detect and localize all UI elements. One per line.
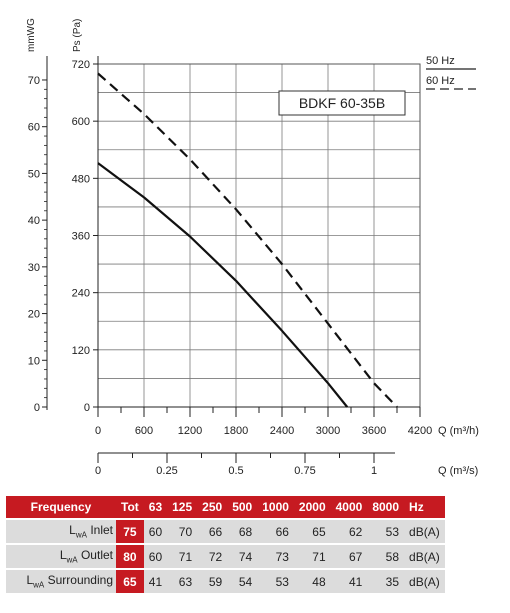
unit-label: dB(A) xyxy=(404,568,445,593)
x-tick-label: 1200 xyxy=(178,425,202,437)
band-header: 63 xyxy=(143,496,168,519)
band-header: 1000 xyxy=(257,496,294,519)
chart-axes xyxy=(42,56,421,463)
sound-table-row: LwA Inlet 75 60 70 66 68 66 65 62 53 dB(A) xyxy=(6,518,445,544)
pa-tick-label: 240 xyxy=(72,288,90,300)
legend-label: 60 Hz xyxy=(426,75,455,87)
sound-table-row: LwA Outlet 80 60 71 72 74 73 71 67 58 dB(A) xyxy=(6,543,445,569)
band-header: 4000 xyxy=(330,496,368,519)
band-value: 60 xyxy=(143,543,168,569)
band-value: 70 xyxy=(167,518,198,544)
mmwg-tick-label: 70 xyxy=(28,75,40,87)
pa-tick-label: 720 xyxy=(72,59,90,71)
band-value: 72 xyxy=(197,543,228,569)
pa-tick-label: 480 xyxy=(72,173,90,185)
row-label: LwA Surrounding xyxy=(6,568,116,593)
band-value: 73 xyxy=(257,543,294,569)
x-tick-label: 3000 xyxy=(316,425,340,437)
band-header: 125 xyxy=(167,496,198,519)
x2-tick-label: 0.75 xyxy=(294,465,315,477)
x-tick-label: 0 xyxy=(95,425,101,437)
chart-grid xyxy=(97,63,421,408)
band-value: 74 xyxy=(227,543,258,569)
mmwg-tick-label: 40 xyxy=(28,215,40,227)
x2-tick-label: 0 xyxy=(95,465,101,477)
mmwg-tick-label: 20 xyxy=(28,309,40,321)
mmwg-tick-label: 60 xyxy=(28,122,40,134)
pa-axis-title: Ps (Pa) xyxy=(72,19,83,52)
x-tick-label: 1800 xyxy=(224,425,248,437)
band-value: 60 xyxy=(143,518,168,544)
band-value: 65 xyxy=(293,518,331,544)
band-value: 48 xyxy=(293,568,331,593)
band-header: Hz xyxy=(404,496,445,519)
row-label: LwA Inlet xyxy=(6,518,116,544)
x-tick-label: 600 xyxy=(135,425,153,437)
band-value: 68 xyxy=(227,518,258,544)
row-label: LwA Outlet xyxy=(6,543,116,569)
band-value: 53 xyxy=(367,518,405,544)
x-tick-label: 4200 xyxy=(408,425,432,437)
band-value: 66 xyxy=(257,518,294,544)
unit-label: dB(A) xyxy=(404,543,445,569)
model-label-box xyxy=(278,90,406,116)
x-axis-title-primary: Q (m³/h) xyxy=(438,425,479,437)
band-value: 41 xyxy=(143,568,168,593)
pa-tick-label: 600 xyxy=(72,116,90,128)
mmwg-tick-label: 30 xyxy=(28,262,40,274)
band-value: 67 xyxy=(330,543,368,569)
x-tick-label: 2400 xyxy=(270,425,294,437)
x-axis-title-secondary: Q (m³/s) xyxy=(438,465,478,477)
tot-value: 65 xyxy=(116,568,144,593)
sound-table: Frequency Tot 63 125 250 500 1000 2000 4000 8000 H… xyxy=(6,496,445,593)
band-value: 41 xyxy=(330,568,368,593)
x2-tick-label: 0.5 xyxy=(228,465,243,477)
band-value: 62 xyxy=(330,518,368,544)
band-value: 53 xyxy=(257,568,294,593)
band-value: 58 xyxy=(367,543,405,569)
mmwg-tick-label: 10 xyxy=(28,355,40,367)
band-value: 35 xyxy=(367,568,405,593)
x-tick-label: 3600 xyxy=(362,425,386,437)
legend-label: 50 Hz xyxy=(426,55,455,67)
band-value: 71 xyxy=(293,543,331,569)
band-value: 66 xyxy=(197,518,228,544)
x2-tick-label: 1 xyxy=(371,465,377,477)
series-line-60-hz xyxy=(97,72,398,408)
x2-tick-label: 0.25 xyxy=(156,465,177,477)
band-value: 63 xyxy=(167,568,198,593)
sound-table-header: Frequency Tot 63 125 250 500 1000 2000 4000 8000 H… xyxy=(6,496,445,519)
band-header: 250 xyxy=(197,496,228,519)
tot-value: 75 xyxy=(116,518,144,544)
sound-table-row: LwA Surrounding 65 41 63 59 54 53 48 41 35 dB(A) xyxy=(6,568,445,593)
chart-curves xyxy=(97,72,398,408)
series-line-50-hz xyxy=(97,162,349,408)
band-header: 8000 xyxy=(367,496,405,519)
mmwg-tick-label: 50 xyxy=(28,168,40,180)
band-header: 500 xyxy=(227,496,258,519)
band-value: 71 xyxy=(167,543,198,569)
band-value: 59 xyxy=(197,568,228,593)
model-label: BDKF 60-35B xyxy=(299,95,385,111)
pa-tick-label: 360 xyxy=(72,231,90,243)
unit-label: dB(A) xyxy=(404,518,445,544)
band-header: 2000 xyxy=(293,496,331,519)
frequency-header: Frequency xyxy=(6,496,116,519)
mmwg-tick-label: 0 xyxy=(34,402,40,414)
tot-value: 80 xyxy=(116,543,144,569)
pa-tick-label: 120 xyxy=(72,345,90,357)
band-value: 54 xyxy=(227,568,258,593)
pa-tick-label: 0 xyxy=(84,402,90,414)
mmwg-axis-title: mmWG xyxy=(26,18,37,52)
tot-header: Tot xyxy=(116,496,144,519)
